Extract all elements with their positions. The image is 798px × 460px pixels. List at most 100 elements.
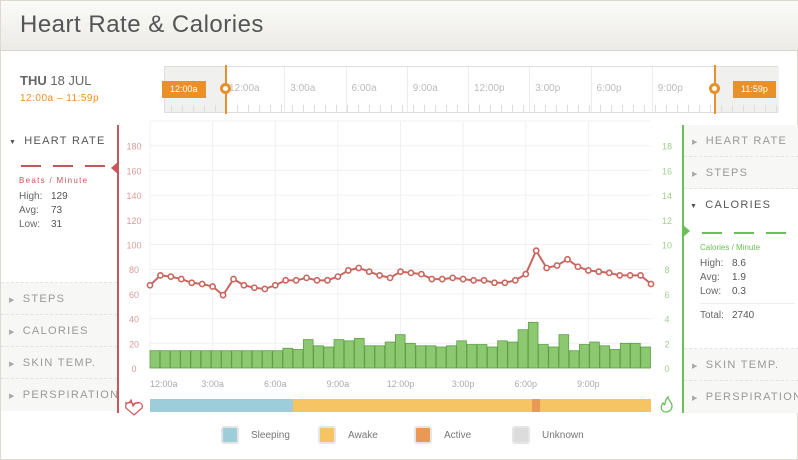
heart-rate-point xyxy=(146,281,154,289)
timeline-tick xyxy=(655,105,656,112)
timeline-divider xyxy=(345,67,347,112)
timeline-tick xyxy=(259,105,260,112)
timeline-tick xyxy=(765,105,766,112)
skin-temp-section[interactable]: ▶ SKIN TEMP. xyxy=(684,349,798,381)
calories-bar xyxy=(272,350,283,369)
heart-rate-point xyxy=(219,291,227,299)
calories-bar xyxy=(538,344,549,369)
title-bar: Heart Rate & Calories xyxy=(1,1,798,51)
calories-bar xyxy=(548,346,559,369)
timeline-divider xyxy=(651,67,653,112)
calories-line-swatch xyxy=(702,232,792,234)
caret-right-icon: ▶ xyxy=(9,361,16,368)
steps-section[interactable]: ▶ STEPS xyxy=(684,157,798,189)
calories-bar xyxy=(354,337,365,369)
left-axis-tick: 160 xyxy=(126,166,141,176)
calories-bar xyxy=(251,350,263,369)
right-axis-tick: 0 xyxy=(664,364,669,374)
section-label: HEART RATE xyxy=(24,135,106,147)
heart-rate-point xyxy=(449,274,457,282)
timeline-divider xyxy=(468,67,469,112)
calories-section[interactable]: ▼ CALORIES Calories / Minute High: 8.6 Avg… xyxy=(684,189,798,349)
left-axis-tick: 80 xyxy=(129,265,139,275)
caret-right-icon: ▶ xyxy=(9,297,16,304)
heart-rate-point xyxy=(407,269,415,277)
calories-bar xyxy=(415,345,426,369)
high-label: High: xyxy=(700,258,724,269)
legend-item-sleeping: Sleeping xyxy=(221,426,290,444)
calories-bar xyxy=(487,346,498,369)
right-axis-tick: 14 xyxy=(662,191,672,201)
heart-rate-point xyxy=(511,276,519,284)
range-end-flag: 11:59p xyxy=(733,81,776,98)
right-panel-pointer xyxy=(682,224,690,238)
heart-rate-section[interactable]: ▼ HEART RATE Beats / Minute High: 129 Avg:… xyxy=(1,125,117,283)
perspiration-section[interactable]: ▶ PERSPIRATION xyxy=(684,381,798,413)
calories-bar xyxy=(170,350,181,369)
timeline-tick xyxy=(413,105,414,112)
calories-section[interactable]: ▶ CALORIES xyxy=(1,315,117,347)
timeline-label: 3:00p xyxy=(535,83,561,94)
heart-rate-point xyxy=(459,275,467,283)
timeline-label: 9:00a xyxy=(412,83,438,94)
x-axis-tick: 12:00p xyxy=(387,379,415,389)
heart-rate-point xyxy=(543,264,551,272)
timeline-tick xyxy=(523,105,524,112)
x-axis-tick: 12:00a xyxy=(150,379,178,389)
calories-bar xyxy=(313,345,324,369)
heart-rate-section[interactable]: ▶ HEART RATE xyxy=(684,125,798,157)
timeline-tick xyxy=(644,105,645,112)
timeline-tick xyxy=(369,105,370,112)
calories-bar xyxy=(435,346,447,369)
heart-rate-point xyxy=(250,284,258,292)
range-end-knob[interactable] xyxy=(709,83,720,94)
steps-section[interactable]: ▶ STEPS xyxy=(1,283,117,315)
x-axis-tick: 6:00a xyxy=(264,379,287,389)
heart-rate-point xyxy=(397,268,404,276)
timeline-tick xyxy=(248,105,249,112)
right-axis-tick: 4 xyxy=(664,315,669,325)
timeline-tick xyxy=(424,105,425,112)
timeline-tick xyxy=(754,105,755,112)
right-axis-tick: 18 xyxy=(662,142,672,152)
timeline-tick xyxy=(446,105,447,112)
heart-rate-point xyxy=(230,275,237,283)
range-start-knob[interactable] xyxy=(220,83,231,94)
calories-bar xyxy=(343,340,355,369)
calories-bar xyxy=(446,345,457,369)
activity-band-awake xyxy=(540,399,651,412)
left-axis-tick: 100 xyxy=(126,241,141,251)
heart-rate-point xyxy=(376,271,384,279)
activity-band-sleeping xyxy=(150,399,293,412)
legend-swatch xyxy=(414,426,432,444)
x-axis-tick: 9:00p xyxy=(577,379,600,389)
timeline-divider xyxy=(284,67,286,112)
timeline-tick xyxy=(292,105,293,112)
perspiration-section[interactable]: ▶ PERSPIRATION xyxy=(1,379,118,411)
timeline-tick xyxy=(237,105,238,112)
low-label: Low: xyxy=(19,219,41,230)
timeline-label: 12:00p xyxy=(474,83,505,94)
heart-rate-point xyxy=(553,262,561,269)
legend-label: Awake xyxy=(348,429,378,441)
timeline-divider xyxy=(406,67,408,112)
timeline-range-selector[interactable]: 12:00a 3:00a 6:00a 9:00a 12:00p 3:00p 6:00p 9:0… xyxy=(162,65,779,114)
caret-right-icon: ▶ xyxy=(692,139,699,146)
legend-label: Unknown xyxy=(542,429,584,441)
heart-rate-point xyxy=(564,255,571,263)
skin-temp-section[interactable]: ▶ SKIN TEMP. xyxy=(1,347,117,379)
calories-bar xyxy=(405,342,416,369)
calories-bar xyxy=(579,344,590,369)
legend-item-awake: Awake xyxy=(318,426,378,444)
date: 18 JUL xyxy=(50,73,92,88)
right-metric-panel: ▶ HEART RATE ▶ STEPS ▼ CALORIES Calories / … xyxy=(682,125,798,413)
heart-rate-point xyxy=(417,270,425,278)
timeline-tick xyxy=(600,105,601,112)
caret-right-icon: ▶ xyxy=(692,171,699,178)
heart-rate-point xyxy=(334,273,342,281)
timeline-tick xyxy=(534,105,535,112)
section-label: SKIN TEMP. xyxy=(22,357,97,369)
high-value: 8.6 xyxy=(732,258,746,269)
timeline-tick xyxy=(215,105,216,112)
right-axis-tick: 2 xyxy=(664,339,669,349)
